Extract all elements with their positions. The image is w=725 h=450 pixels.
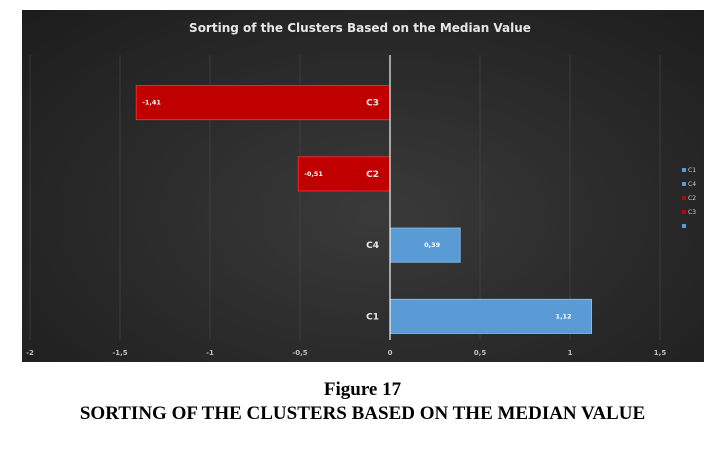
category-label: C4 xyxy=(366,241,379,251)
figure-number: Figure 17 xyxy=(323,379,402,400)
x-tick-label: 1,5 xyxy=(654,349,667,357)
data-label: 0,39 xyxy=(424,241,441,249)
x-tick-label: -1,5 xyxy=(112,349,127,357)
x-tick-label: -1 xyxy=(206,349,214,357)
bar-c2 xyxy=(297,156,391,192)
x-tick-label: -0,5 xyxy=(292,349,307,357)
chart-title: Sorting of the Clusters Based on the Med… xyxy=(189,21,531,35)
legend-swatch xyxy=(682,168,686,172)
data-label: -1,41 xyxy=(142,99,161,107)
legend-swatch xyxy=(682,224,686,228)
legend: C1 C4 C2 C3 xyxy=(682,167,696,228)
category-label: C3 xyxy=(366,99,379,109)
bar-c3 xyxy=(135,85,391,121)
axes: -2 -1,5 -1 -0,5 0 0,5 1 1,5 xyxy=(26,55,666,357)
x-tick-label: -2 xyxy=(26,349,34,357)
bar-c4 xyxy=(389,227,461,263)
bar-c1 xyxy=(389,298,593,334)
x-tick-label: 1 xyxy=(568,349,573,357)
category-label: C2 xyxy=(366,170,379,180)
data-label: -0,51 xyxy=(304,170,323,178)
x-tick-label: 0,5 xyxy=(474,349,487,357)
legend-label: C3 xyxy=(688,209,696,216)
data-label: 1,12 xyxy=(556,312,572,320)
legend-label: C4 xyxy=(688,181,696,188)
figure-caption: Figure 17 SORTING OF THE CLUSTERS BASED … xyxy=(0,378,725,426)
category-label: C1 xyxy=(366,312,379,322)
legend-label: C1 xyxy=(688,167,696,174)
legend-swatch xyxy=(682,182,686,186)
bars: C3 -1,41 C2 -0,51 C4 0,39 C1 1,12 xyxy=(135,85,593,334)
legend-swatch xyxy=(682,196,686,200)
chart-panel: Sorting of the Clusters Based on the Med… xyxy=(22,10,704,362)
legend-swatch xyxy=(682,210,686,214)
x-tick-label: 0 xyxy=(388,349,393,357)
figure-title: SORTING OF THE CLUSTERS BASED ON THE MED… xyxy=(79,403,646,424)
bar-chart: Sorting of the Clusters Based on the Med… xyxy=(26,21,696,357)
legend-label: C2 xyxy=(688,195,696,202)
